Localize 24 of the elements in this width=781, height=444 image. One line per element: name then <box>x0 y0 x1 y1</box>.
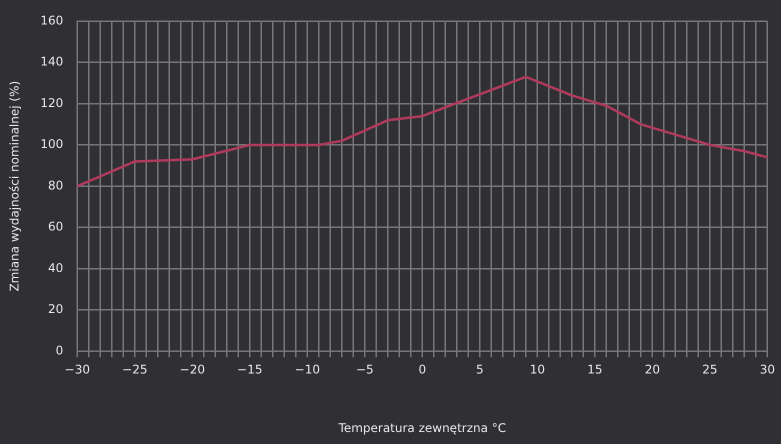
y-tick-label: 0 <box>56 343 64 358</box>
x-tick-label: 25 <box>702 362 718 377</box>
x-tick-label: 15 <box>587 362 602 377</box>
x-tick-label: −5 <box>356 362 374 377</box>
x-tick-label: −30 <box>64 362 90 377</box>
y-tick-label: 120 <box>40 96 64 110</box>
y-tick-label: 20 <box>48 302 64 316</box>
x-tick-label: 0 <box>418 362 426 377</box>
y-tick-label: 60 <box>48 220 64 234</box>
x-tick-label: 30 <box>760 362 776 377</box>
y-tick-label: 140 <box>40 54 64 69</box>
x-tick-label: −25 <box>122 362 148 377</box>
x-tick-label: 20 <box>644 362 660 377</box>
x-axis-title: Temperatura zewnętrzna °C <box>338 420 506 435</box>
y-tick-label: 80 <box>48 178 64 192</box>
x-tick-label: −15 <box>237 362 262 377</box>
x-tick-label: −20 <box>180 362 205 377</box>
x-tick-label: −10 <box>294 362 320 377</box>
x-tick-label: 5 <box>476 362 484 377</box>
y-tick-label: 160 <box>40 13 64 28</box>
y-tick-label: 40 <box>48 260 64 275</box>
x-tick-label: 10 <box>530 362 545 377</box>
y-tick-label: 100 <box>40 137 64 152</box>
y-axis-title: Zmiana wydajności nominalnej (%) <box>7 80 22 292</box>
